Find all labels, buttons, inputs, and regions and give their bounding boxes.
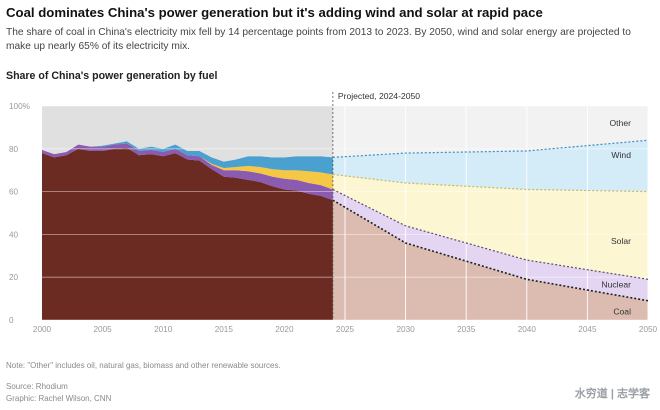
- x-tick-label: 2000: [33, 325, 52, 334]
- series-label-coal: Coal: [613, 306, 631, 316]
- x-tick-label: 2020: [275, 325, 294, 334]
- y-tick-label: 60: [9, 188, 19, 197]
- x-tick-label: 2005: [93, 325, 112, 334]
- x-tick-label: 2045: [578, 325, 597, 334]
- series-label-nuclear: Nuclear: [601, 280, 631, 290]
- series-label-wind: Wind: [611, 150, 631, 160]
- x-tick-label: 2010: [154, 325, 173, 334]
- series-label-solar: Solar: [611, 236, 631, 246]
- graphic-credit: Graphic: Rachel Wilson, CNN: [6, 394, 112, 403]
- y-tick-label: 80: [9, 145, 19, 154]
- source-credit: Source: Rhodium: [6, 382, 68, 391]
- x-tick-label: 2035: [457, 325, 476, 334]
- x-tick-label: 2015: [215, 325, 234, 334]
- historical-area-other: [42, 106, 333, 162]
- projected-line-coal: [332, 199, 649, 302]
- projected-area-coal: [332, 200, 648, 320]
- y-tick-label: 0: [9, 316, 14, 325]
- chart-note: Note: "Other" includes oil, natural gas,…: [6, 361, 281, 370]
- y-tick-label: 100%: [9, 102, 30, 111]
- x-tick-label: 2025: [336, 325, 355, 334]
- projected-line-wind: [332, 139, 649, 158]
- projected-line-solar: [332, 173, 649, 193]
- y-tick-label: 40: [9, 230, 19, 239]
- watermark: 水穷道 | 志学客: [574, 388, 650, 400]
- projected-area-solar: [332, 174, 648, 280]
- projected-line-nuclear: [332, 188, 649, 280]
- chart-title: Share of China's power generation by fue…: [6, 70, 218, 82]
- chart-headline: Coal dominates China's power generation …: [6, 5, 543, 20]
- projected-area-wind: [332, 140, 648, 192]
- x-tick-label: 2050: [639, 325, 658, 334]
- projected-area-nuclear: [332, 189, 648, 301]
- chart-subtitle: The share of coal in China's electricity…: [6, 27, 631, 52]
- historical-area-wind: [42, 141, 333, 175]
- y-tick-label: 20: [9, 273, 19, 282]
- projection-annotation: Projected, 2024-2050: [338, 91, 420, 101]
- series-label-other: Other: [610, 118, 632, 128]
- x-tick-label: 2040: [518, 325, 537, 334]
- projected-area-other: [332, 106, 648, 158]
- x-tick-label: 2030: [396, 325, 415, 334]
